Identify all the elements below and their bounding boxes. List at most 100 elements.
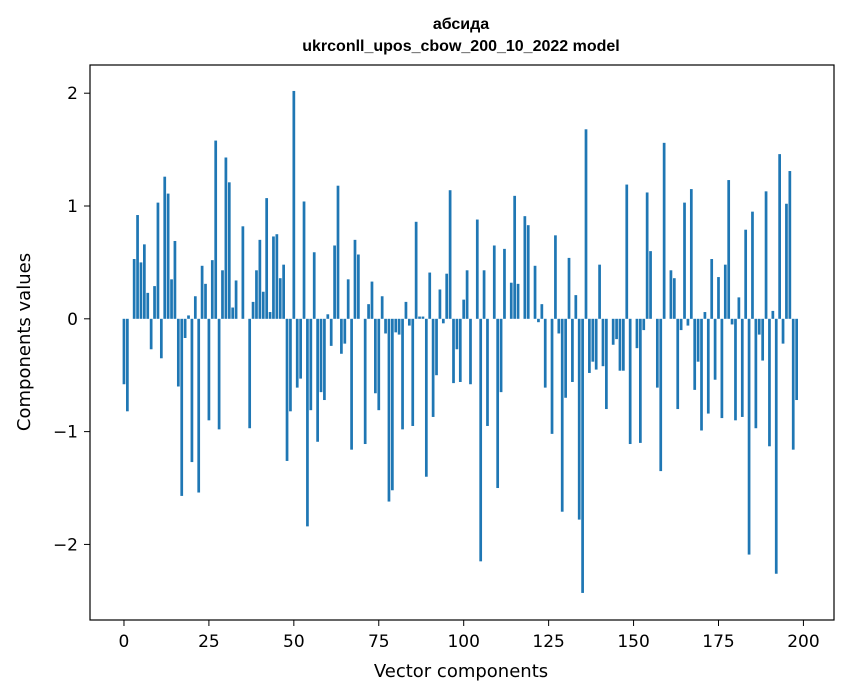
y-tick-label: −2 <box>53 535 78 555</box>
bar-139 <box>594 318 598 370</box>
bar-28 <box>217 318 221 430</box>
bar-27 <box>214 140 218 319</box>
bar-186 <box>754 318 758 429</box>
bar-118 <box>523 216 527 319</box>
bar-104 <box>475 219 479 319</box>
bar-84 <box>407 318 411 326</box>
bars-group <box>122 90 798 593</box>
bar-101 <box>465 270 469 319</box>
bar-47 <box>282 264 285 319</box>
bar-55 <box>309 318 313 411</box>
bar-110 <box>496 318 500 489</box>
bar-152 <box>639 318 642 443</box>
bar-112 <box>503 248 506 319</box>
bar-24 <box>204 283 207 319</box>
bar-132 <box>571 318 574 382</box>
bar-39 <box>255 270 258 319</box>
bar-136 <box>584 129 588 319</box>
bar-71 <box>363 318 367 445</box>
x-tick-label: 0 <box>119 632 130 652</box>
bar-100 <box>462 299 466 319</box>
bar-119 <box>526 225 530 319</box>
bar-164 <box>679 318 683 331</box>
bar-3 <box>132 259 136 319</box>
bar-198 <box>795 318 798 401</box>
bar-59 <box>323 318 326 401</box>
bar-131 <box>567 257 571 319</box>
bar-73 <box>370 281 374 319</box>
x-tick-label: 200 <box>787 632 819 652</box>
bar-180 <box>734 318 737 421</box>
y-tick-label: −1 <box>53 423 78 443</box>
bar-116 <box>516 283 520 319</box>
bar-111 <box>499 318 503 393</box>
bar-163 <box>676 318 680 410</box>
bar-127 <box>554 235 557 319</box>
bar-81 <box>397 318 401 335</box>
bar-68 <box>353 239 357 319</box>
bar-185 <box>751 211 754 319</box>
bar-99 <box>458 318 462 382</box>
bar-50 <box>292 90 296 319</box>
bar-161 <box>669 270 673 319</box>
bar-54 <box>306 318 309 527</box>
bar-109 <box>492 245 496 319</box>
bar-85 <box>411 318 415 426</box>
bar-154 <box>645 192 649 319</box>
bar-148 <box>625 184 629 319</box>
x-tick-label: 75 <box>368 632 390 652</box>
bar-172 <box>706 318 710 414</box>
bar-155 <box>649 251 652 319</box>
bar-7 <box>146 292 150 319</box>
bar-153 <box>642 318 646 331</box>
y-tick-label: 0 <box>67 310 78 330</box>
bar-191 <box>771 310 775 319</box>
bar-93 <box>438 289 442 319</box>
bar-31 <box>227 182 231 319</box>
bar-76 <box>380 296 384 319</box>
bar-128 <box>557 318 561 334</box>
bar-184 <box>747 318 751 555</box>
bar-69 <box>357 254 360 319</box>
bar-91 <box>431 318 435 417</box>
bar-23 <box>200 265 204 319</box>
bar-181 <box>737 297 741 319</box>
y-axis-ticks: −2 −1 0 1 2 <box>53 84 90 555</box>
bar-146 <box>618 318 622 371</box>
bar-124 <box>543 318 547 388</box>
bar-12 <box>163 176 167 319</box>
bar-89 <box>424 318 428 477</box>
bar-114 <box>509 282 513 319</box>
bar-196 <box>788 171 792 319</box>
bar-97 <box>452 318 455 384</box>
bar-6 <box>143 244 146 319</box>
bar-173 <box>710 259 714 319</box>
bar-171 <box>703 312 707 319</box>
bar-106 <box>482 270 486 319</box>
bar-67 <box>350 318 353 450</box>
bar-42 <box>265 198 269 319</box>
bar-46 <box>278 278 282 319</box>
bar-141 <box>601 318 605 367</box>
bar-77 <box>384 318 387 334</box>
bar-17 <box>180 318 184 496</box>
bar-149 <box>628 318 632 445</box>
bar-19 <box>187 315 190 319</box>
x-tick-label: 175 <box>702 632 734 652</box>
bar-62 <box>333 245 336 319</box>
chart-subtitle: ukrconll_upos_cbow_200_10_2022 model <box>302 38 619 55</box>
bar-165 <box>683 202 686 319</box>
bar-5 <box>139 262 143 319</box>
bar-87 <box>418 316 421 319</box>
bar-53 <box>302 201 306 319</box>
bar-176 <box>720 318 724 419</box>
bar-44 <box>272 236 275 319</box>
bar-0 <box>122 318 126 385</box>
bar-45 <box>275 234 279 319</box>
bar-162 <box>672 278 676 319</box>
bar-16 <box>176 318 180 387</box>
bar-25 <box>207 318 211 421</box>
bar-133 <box>574 295 578 319</box>
bar-177 <box>723 264 727 319</box>
